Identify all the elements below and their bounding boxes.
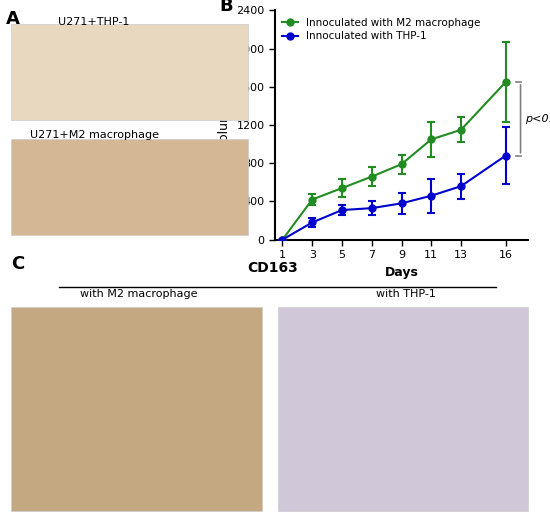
- Text: B: B: [219, 0, 233, 15]
- Text: C: C: [11, 255, 24, 274]
- Text: with M2 macrophage: with M2 macrophage: [80, 289, 197, 299]
- FancyBboxPatch shape: [278, 307, 529, 511]
- FancyBboxPatch shape: [11, 307, 262, 511]
- Text: U271+THP-1: U271+THP-1: [58, 17, 130, 27]
- FancyBboxPatch shape: [10, 24, 249, 120]
- Text: A: A: [6, 10, 19, 29]
- Y-axis label: Tumor volume (mm³): Tumor volume (mm³): [218, 59, 231, 191]
- Text: U271+M2 macrophage: U271+M2 macrophage: [30, 130, 158, 140]
- Text: p<0.01: p<0.01: [525, 114, 550, 124]
- X-axis label: Days: Days: [384, 266, 419, 279]
- Text: CD163: CD163: [247, 260, 298, 275]
- Legend: Innoculated with M2 macrophage, Innoculated with THP-1: Innoculated with M2 macrophage, Innocula…: [280, 16, 483, 43]
- Text: with THP-1: with THP-1: [376, 289, 436, 299]
- FancyBboxPatch shape: [10, 139, 249, 235]
